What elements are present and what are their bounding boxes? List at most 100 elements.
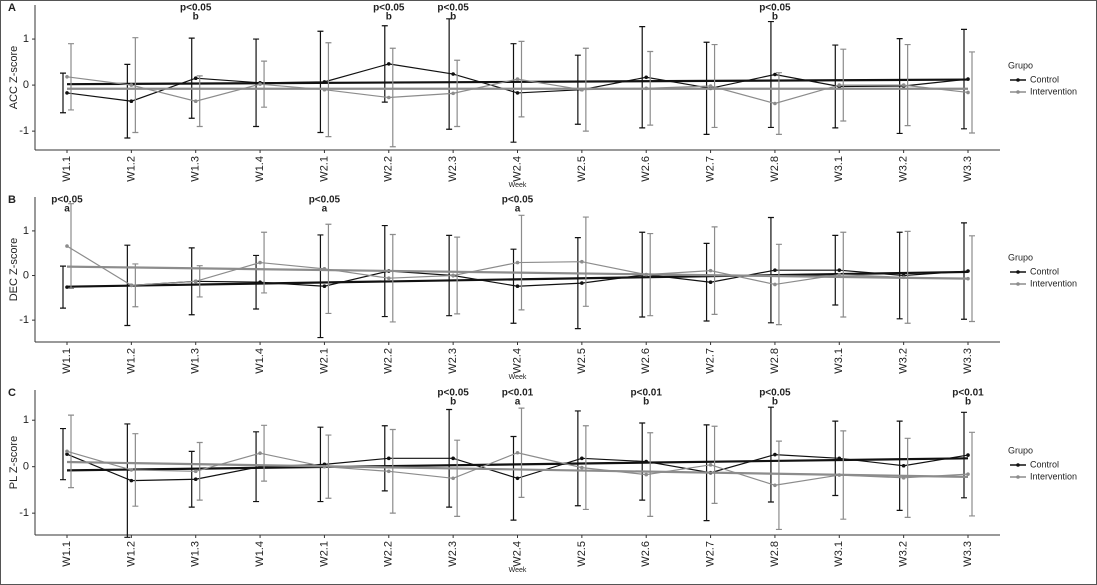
point <box>580 259 584 264</box>
y-tick-label: -1 <box>19 507 29 519</box>
point <box>193 477 198 482</box>
annotation: p<0.05 <box>309 195 341 206</box>
x-tick-label: W1.1 <box>61 156 73 182</box>
point <box>515 284 520 289</box>
error-bar <box>518 407 525 498</box>
point <box>901 83 906 87</box>
x-tick-label: W2.5 <box>576 348 588 374</box>
annotation-sub: b <box>450 12 456 23</box>
legend-title: Grupo <box>1008 60 1033 70</box>
y-tick-label: -1 <box>19 314 29 326</box>
error-bar <box>253 431 260 503</box>
x-tick-label: W3.1 <box>833 156 845 182</box>
point <box>773 101 777 106</box>
x-tick-label: W2.3 <box>447 348 459 374</box>
trend-line <box>66 78 969 86</box>
x-tick-label: W1.3 <box>190 348 202 374</box>
legend-label: Control <box>1030 74 1059 84</box>
legend-swatch <box>1016 475 1020 479</box>
error-bar <box>969 431 975 517</box>
annotation: p<0.01 <box>952 388 984 399</box>
x-tick-label: W1.4 <box>254 541 266 567</box>
point <box>644 75 649 80</box>
point <box>837 83 842 87</box>
annotation: p<0.01 <box>502 388 534 399</box>
annotation-sub: b <box>965 397 971 408</box>
point <box>451 456 455 461</box>
x-tick-label: W2.4 <box>511 156 523 182</box>
point <box>129 99 134 104</box>
x-axis-label: Week <box>509 374 527 381</box>
x-tick-label: W3.3 <box>962 348 974 374</box>
legend-swatch <box>1016 90 1020 94</box>
point <box>65 75 69 79</box>
point <box>322 284 327 289</box>
x-tick-label: W1.2 <box>125 348 137 374</box>
error-bar <box>582 216 589 307</box>
point <box>65 91 69 95</box>
point <box>837 272 842 277</box>
x-tick-label: W3.2 <box>898 348 910 374</box>
error-bar <box>711 226 718 315</box>
error-bar <box>518 40 525 118</box>
x-tick-label: W2.7 <box>704 541 716 567</box>
point <box>258 260 262 265</box>
x-tick-label: W2.3 <box>447 156 459 182</box>
annotation: p<0.05 <box>180 3 212 14</box>
point <box>193 99 198 104</box>
y-axis-label: ACC Z-score <box>8 46 20 110</box>
point <box>451 72 455 76</box>
x-tick-label: W2.4 <box>511 541 523 567</box>
annotation: p<0.05 <box>759 388 791 399</box>
error-bar <box>767 216 774 324</box>
point <box>129 83 134 87</box>
annotation-sub: a <box>322 204 328 215</box>
point <box>386 62 391 66</box>
error-bar <box>454 236 461 315</box>
point <box>708 268 713 273</box>
annotation: p<0.05 <box>437 388 469 399</box>
error-bar <box>510 43 517 143</box>
error-bar <box>767 406 774 503</box>
x-tick-label: W3.3 <box>962 541 974 567</box>
error-bar <box>188 37 195 119</box>
point <box>65 244 69 248</box>
point <box>580 456 584 461</box>
error-bar <box>261 424 268 482</box>
error-bar <box>775 243 782 326</box>
error-bar <box>510 248 517 324</box>
annotation-sub: a <box>515 204 521 215</box>
legend-label: Control <box>1030 266 1059 276</box>
error-bar <box>775 72 782 135</box>
x-tick-label: W3.1 <box>833 541 845 567</box>
point <box>708 463 713 467</box>
x-tick-label: W2.2 <box>383 348 395 374</box>
x-tick-label: W1.3 <box>190 156 202 182</box>
annotation-sub: b <box>772 397 778 408</box>
x-tick-label: W1.2 <box>125 541 137 567</box>
trend-line <box>66 270 969 288</box>
point <box>966 472 970 476</box>
y-tick-label: 0 <box>23 461 29 473</box>
point <box>901 463 906 468</box>
error-bar <box>68 203 74 290</box>
annotation: p<0.05 <box>437 3 469 14</box>
x-tick-label: W1.2 <box>125 156 137 182</box>
point <box>580 281 584 285</box>
trend-line <box>66 460 969 479</box>
error-bar <box>574 410 581 507</box>
y-axis-label: DEC Z-score <box>8 238 20 302</box>
annotation-sub: b <box>450 397 456 408</box>
point <box>129 283 134 288</box>
legend-label: Intervention <box>1030 471 1077 481</box>
x-tick-label: W2.5 <box>576 156 588 182</box>
y-tick-label: 0 <box>23 269 29 281</box>
point <box>773 268 777 272</box>
error-bar <box>124 423 131 538</box>
x-tick-label: W2.1 <box>318 541 330 567</box>
error-bar <box>60 427 66 481</box>
point <box>773 483 777 488</box>
y-tick-label: 1 <box>23 225 29 237</box>
point <box>129 478 134 483</box>
point <box>451 273 455 278</box>
